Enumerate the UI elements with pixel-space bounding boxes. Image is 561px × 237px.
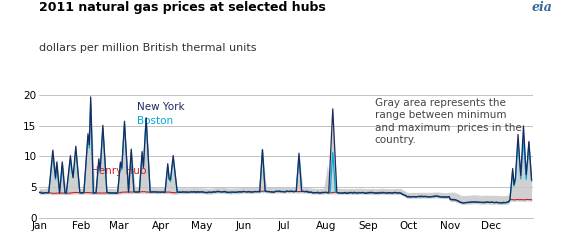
Text: eia: eia xyxy=(532,1,553,14)
Text: Gray area represents the
range between minimum
and maximum  prices in the
countr: Gray area represents the range between m… xyxy=(375,98,522,145)
Text: Boston: Boston xyxy=(137,116,173,126)
Text: Henry Hub: Henry Hub xyxy=(91,166,146,176)
Text: 2011 natural gas prices at selected hubs: 2011 natural gas prices at selected hubs xyxy=(39,1,326,14)
Text: New York: New York xyxy=(137,102,184,112)
Text: dollars per million British thermal units: dollars per million British thermal unit… xyxy=(39,43,257,53)
